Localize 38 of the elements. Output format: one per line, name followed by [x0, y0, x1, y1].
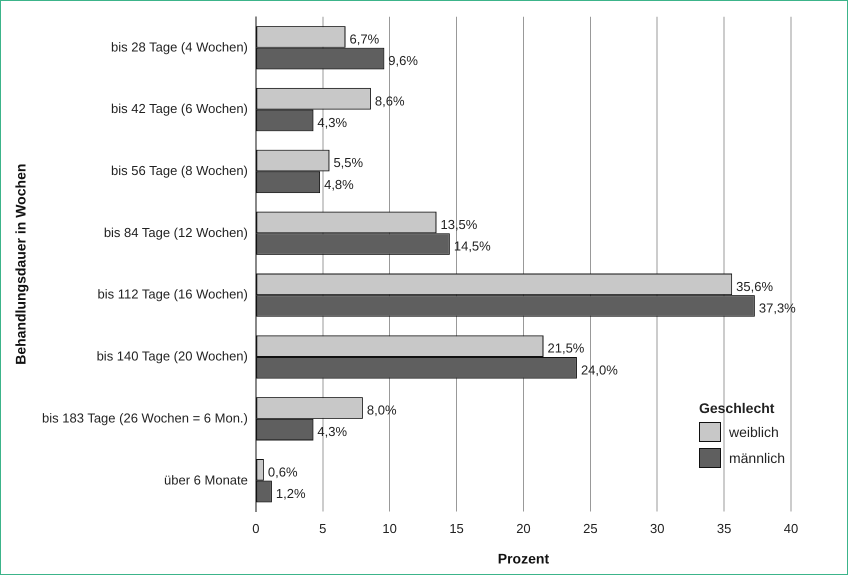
data-label: 8,0% [366, 402, 397, 418]
data-label: 4,3% [317, 114, 348, 130]
y-tick-label: bis 84 Tage (12 Wochen) [104, 224, 248, 240]
y-tick-label: bis 140 Tage (20 Wochen) [96, 348, 248, 364]
data-label: 14,5% [454, 238, 492, 254]
x-tick-label: 10 [382, 520, 397, 536]
data-label: 21,5% [548, 340, 585, 356]
data-label: 4,8% [324, 176, 354, 192]
y-tick-label: über 6 Monate [164, 472, 248, 488]
x-tick-label: 5 [319, 520, 326, 536]
x-tick-label: 40 [784, 520, 798, 536]
data-label: 24,0% [580, 362, 618, 378]
data-label: 5,5% [333, 155, 364, 170]
y-tick-label: bis 56 Tage (8 Wochen) [111, 163, 248, 178]
data-label: 35,6% [736, 278, 774, 294]
data-label: 9,6% [388, 53, 418, 68]
y-tick-label: bis 183 Tage (26 Wochen = 6 Mon.) [42, 410, 248, 426]
x-tick-label: 35 [716, 520, 732, 536]
legend-title: Geschlecht [698, 400, 776, 416]
x-tick-label: 20 [516, 520, 531, 536]
legend-label: männlich [728, 450, 785, 466]
y-tick-label: bis 42 Tage (6 Wochen) [111, 101, 248, 116]
x-tick-label: 25 [583, 520, 598, 536]
data-label: 0,6% [268, 464, 298, 480]
data-label: 6,7% [350, 31, 380, 46]
legend-label: weiblich [728, 424, 779, 440]
x-tick-label: 30 [650, 520, 664, 536]
x-tick-label: 15 [449, 520, 464, 536]
x-tick-label: 0 [252, 520, 260, 536]
data-label: 1,2% [276, 486, 306, 502]
data-label: 13,5% [440, 217, 478, 232]
data-label: 8,6% [374, 93, 405, 108]
data-label: 37,3% [758, 300, 796, 316]
x-axis-title: Prozent [498, 550, 550, 566]
data-label: 4,3% [317, 424, 348, 440]
y-axis-title: Behandlungsdauer in Wochen [12, 164, 28, 365]
y-tick-label: bis 28 Tage (4 Wochen) [111, 39, 248, 54]
y-tick-label: bis 112 Tage (16 Wochen) [98, 286, 248, 302]
